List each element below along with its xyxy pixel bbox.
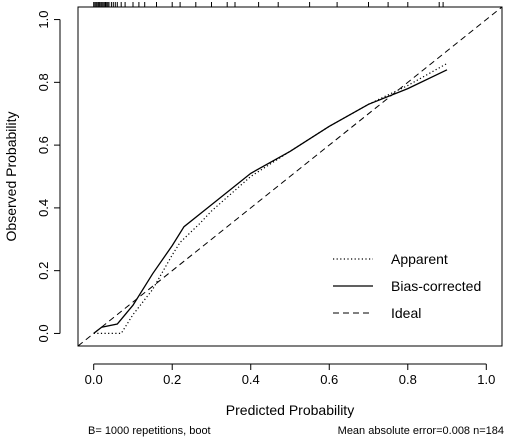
legend: Apparent Bias-corrected Ideal bbox=[333, 251, 481, 321]
x-tick-label: 0.4 bbox=[242, 372, 260, 387]
legend-label: Bias-corrected bbox=[391, 278, 481, 294]
y-tick-label: 1.0 bbox=[36, 11, 51, 29]
x-tick-label: 0.2 bbox=[163, 372, 181, 387]
legend-label: Ideal bbox=[391, 305, 421, 321]
x-tick-label: 0.8 bbox=[399, 372, 417, 387]
x-axis: 0.0 0.2 0.4 0.6 0.8 1.0 bbox=[85, 363, 495, 387]
y-tick-label: 0.2 bbox=[36, 262, 51, 280]
y-tick-label: 0.8 bbox=[36, 73, 51, 91]
x-axis-title: Predicted Probability bbox=[226, 402, 354, 418]
legend-label: Apparent bbox=[391, 251, 448, 267]
series-line-dashed bbox=[77, 6, 503, 347]
y-tick-label: 0.6 bbox=[36, 136, 51, 154]
x-tick-label: 0.6 bbox=[320, 372, 338, 387]
rug-marks bbox=[93, 2, 444, 7]
footnote-left: B= 1000 repetitions, boot bbox=[88, 425, 211, 437]
y-axis: 0.0 0.2 0.4 0.6 0.8 1.0 bbox=[36, 11, 61, 342]
plot-frame bbox=[77, 6, 503, 347]
y-axis-title: Observed Probability bbox=[3, 112, 19, 242]
series-line-solid bbox=[93, 69, 448, 334]
y-tick-label: 0.4 bbox=[36, 199, 51, 217]
ideal-line bbox=[77, 6, 503, 347]
x-tick-label: 0.0 bbox=[85, 372, 103, 387]
x-tick-label: 1.0 bbox=[477, 372, 495, 387]
series-layer bbox=[93, 62, 448, 334]
y-tick-label: 0.0 bbox=[36, 324, 51, 342]
footnote-right: Mean absolute error=0.008 n=184 bbox=[337, 425, 504, 437]
